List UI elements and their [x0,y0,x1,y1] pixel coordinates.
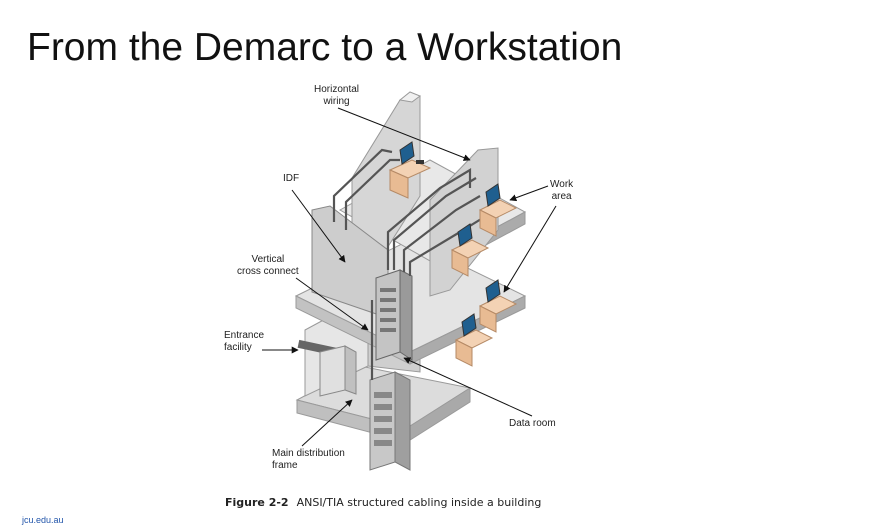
label-vertical-cross-connect: Vertical cross connect [237,254,299,277]
leader-work-area-2 [503,205,557,293]
footer-url[interactable]: jcu.edu.au [22,515,64,525]
workstation-2 [478,183,518,237]
figure-number: Figure 2-2 [225,496,289,509]
leader-vertical-cross-connect [295,277,369,331]
label-idf: IDF [283,173,300,184]
leader-idf [291,189,346,263]
figure-caption: Figure 2-2 ANSI/TIA structured cabling in… [225,496,541,509]
workstation-5 [454,313,494,367]
entrance-box [319,345,357,397]
workstation-3 [450,223,490,277]
label-data-room: Data room [509,418,556,429]
label-work-area: Work area [550,179,574,202]
figure-caption-text: ANSI/TIA structured cabling inside a bui… [296,496,542,509]
leader-horizontal-wiring [337,107,471,161]
cable-runs [332,148,487,380]
idf-rack [375,269,413,361]
label-horizontal-wiring: Horizontal wiring [314,84,360,107]
slide-title: From the Demarc to a Workstation [27,26,623,69]
leader-work-area-1 [509,185,549,202]
workstation-4 [478,279,518,333]
workstation-1 [388,141,432,199]
leader-lines [262,107,557,447]
leader-data-room [403,357,533,417]
label-main-distribution-frame: Main distribution frame [272,448,345,471]
leader-mdf [301,399,353,447]
mdf-rack [369,371,411,471]
label-entrance-facility: Entrance facility [224,330,265,353]
